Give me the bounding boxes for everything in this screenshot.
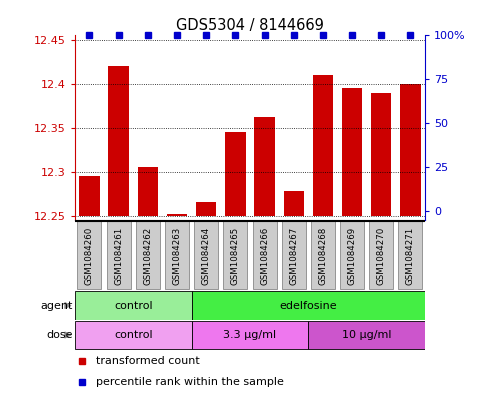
Text: 10 μg/ml: 10 μg/ml <box>342 330 391 340</box>
Text: control: control <box>114 301 153 310</box>
Bar <box>284 191 304 216</box>
Bar <box>400 84 421 216</box>
Text: GSM1084263: GSM1084263 <box>172 226 182 285</box>
Text: GSM1084268: GSM1084268 <box>318 226 327 285</box>
Title: GDS5304 / 8144669: GDS5304 / 8144669 <box>176 18 324 33</box>
Bar <box>75 292 192 320</box>
Bar <box>311 222 335 289</box>
Text: GSM1084260: GSM1084260 <box>85 226 94 285</box>
Bar <box>192 321 308 349</box>
Bar <box>192 292 425 320</box>
Text: GSM1084265: GSM1084265 <box>231 226 240 285</box>
Bar <box>108 66 129 216</box>
Text: edelfosine: edelfosine <box>280 301 337 310</box>
Bar <box>253 222 276 289</box>
Bar <box>342 88 362 216</box>
Bar <box>167 214 187 216</box>
Bar <box>369 222 393 289</box>
Text: transformed count: transformed count <box>96 356 199 366</box>
Bar <box>138 167 158 216</box>
Bar <box>194 222 218 289</box>
Bar <box>282 222 306 289</box>
Text: GSM1084266: GSM1084266 <box>260 226 269 285</box>
Bar <box>75 321 192 349</box>
Bar <box>224 222 247 289</box>
Text: GSM1084264: GSM1084264 <box>202 226 211 285</box>
Text: GSM1084270: GSM1084270 <box>377 226 386 285</box>
Bar <box>165 222 189 289</box>
Bar <box>196 202 216 216</box>
Bar <box>225 132 245 216</box>
Text: GSM1084267: GSM1084267 <box>289 226 298 285</box>
Bar <box>255 117 275 216</box>
Bar <box>136 222 160 289</box>
Text: 3.3 μg/ml: 3.3 μg/ml <box>224 330 276 340</box>
Bar <box>308 321 425 349</box>
Bar <box>371 92 392 216</box>
Bar <box>340 222 364 289</box>
Text: GSM1084261: GSM1084261 <box>114 226 123 285</box>
Bar <box>79 176 99 216</box>
Text: dose: dose <box>46 330 72 340</box>
Text: GSM1084269: GSM1084269 <box>348 226 356 285</box>
Text: agent: agent <box>40 301 72 310</box>
Text: percentile rank within the sample: percentile rank within the sample <box>96 377 284 387</box>
Bar <box>77 222 101 289</box>
Text: control: control <box>114 330 153 340</box>
Bar <box>398 222 423 289</box>
Text: GSM1084271: GSM1084271 <box>406 226 415 285</box>
Bar <box>313 75 333 216</box>
Bar <box>107 222 130 289</box>
Text: GSM1084262: GSM1084262 <box>143 226 152 285</box>
